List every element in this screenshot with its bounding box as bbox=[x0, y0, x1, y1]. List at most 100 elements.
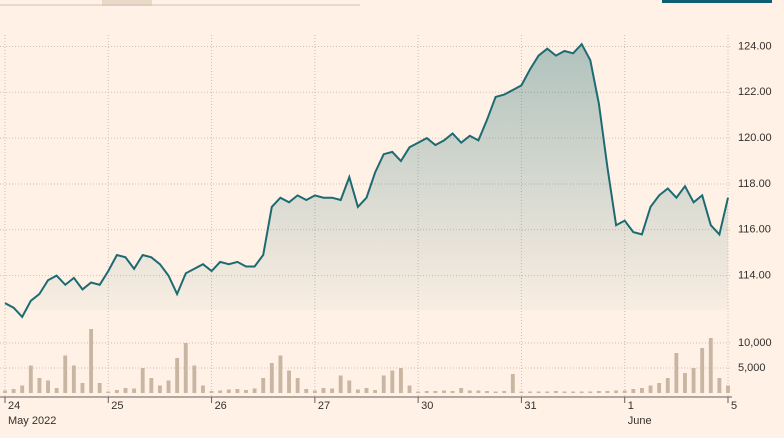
volume-bar bbox=[536, 391, 541, 393]
volume-bar bbox=[330, 388, 335, 393]
volume-bar bbox=[596, 391, 601, 393]
volume-bar bbox=[3, 390, 7, 393]
y-tick-label: 10,000 bbox=[738, 337, 772, 349]
volume-bar bbox=[493, 391, 498, 393]
volume-bar bbox=[726, 385, 730, 393]
volume-bar bbox=[97, 383, 102, 393]
volume-bar bbox=[648, 385, 653, 393]
volume-bar bbox=[674, 353, 679, 393]
volume-bar bbox=[717, 378, 722, 393]
y-tick-label: 5,000 bbox=[738, 362, 766, 374]
volume-bar bbox=[132, 388, 137, 393]
volume-bar bbox=[46, 380, 50, 393]
volume-bar bbox=[708, 338, 713, 393]
volume-bar bbox=[639, 388, 644, 393]
volume-bar bbox=[235, 389, 240, 393]
volume-bar bbox=[657, 383, 662, 393]
volume-bar bbox=[347, 380, 352, 393]
volume-bar bbox=[252, 388, 257, 393]
x-tick-label: 26 bbox=[215, 400, 227, 412]
x-tick-label: 27 bbox=[318, 400, 330, 412]
volume-bar bbox=[11, 389, 16, 393]
volume-bar bbox=[700, 348, 705, 393]
volume-bar bbox=[485, 391, 489, 393]
month-label: June bbox=[628, 415, 652, 427]
month-label: May 2022 bbox=[8, 415, 56, 427]
volume-bar bbox=[510, 374, 515, 393]
volume-bar bbox=[175, 358, 180, 393]
volume-bar bbox=[149, 378, 154, 393]
volume-bar bbox=[605, 391, 610, 393]
area bbox=[5, 44, 728, 317]
volume-bar bbox=[37, 378, 42, 393]
volume-bar bbox=[683, 373, 687, 393]
volume-bar bbox=[398, 368, 403, 393]
volume-bar bbox=[28, 365, 33, 393]
volume-bar bbox=[63, 355, 68, 393]
y-tick-label: 118.00 bbox=[738, 178, 771, 190]
volume-bar bbox=[407, 385, 412, 393]
volume-bar bbox=[622, 390, 627, 393]
y-tick-label: 114.00 bbox=[738, 270, 771, 282]
volume-bar bbox=[579, 391, 584, 393]
volume-bar bbox=[691, 368, 696, 393]
volume-bar bbox=[201, 385, 205, 393]
volume-bar bbox=[106, 391, 111, 393]
volume-bar bbox=[304, 389, 309, 393]
volume-bar bbox=[321, 388, 326, 393]
volume-bar bbox=[390, 370, 395, 393]
volume-bar bbox=[459, 388, 464, 393]
y-tick-label: 124.00 bbox=[738, 40, 772, 52]
volume-bar bbox=[157, 385, 162, 393]
volume-bar bbox=[519, 391, 524, 393]
volume-bar bbox=[553, 391, 558, 393]
volume-bar bbox=[588, 391, 593, 393]
x-tick-label: 30 bbox=[421, 400, 433, 412]
volume-bar bbox=[287, 370, 291, 393]
volume-bar bbox=[424, 391, 429, 393]
volume-bar bbox=[355, 389, 360, 393]
volume-bar bbox=[373, 390, 378, 393]
x-tick-label: 5 bbox=[731, 400, 737, 412]
volume-bar bbox=[183, 343, 188, 393]
volume-bar bbox=[338, 375, 343, 393]
button[interactable] bbox=[662, 0, 772, 3]
volume-bar bbox=[416, 391, 421, 393]
tab[interactable] bbox=[102, 0, 152, 6]
volume-bar bbox=[571, 391, 576, 393]
volume-bar bbox=[562, 391, 567, 393]
volume-bar bbox=[665, 378, 670, 393]
volume-bar bbox=[89, 329, 94, 393]
y-tick-label: 116.00 bbox=[738, 224, 771, 236]
x-tick-label: 31 bbox=[524, 400, 536, 412]
volume-bar bbox=[364, 388, 369, 393]
volume-bar bbox=[123, 388, 128, 393]
volume-bar bbox=[433, 391, 438, 393]
volume-bar bbox=[442, 390, 446, 393]
volume-bar bbox=[528, 391, 532, 393]
volume-bar bbox=[166, 380, 171, 393]
volume-bar bbox=[80, 383, 85, 393]
x-tick-label: 1 bbox=[628, 400, 634, 412]
volume-bar bbox=[278, 355, 283, 393]
volume-bar bbox=[614, 390, 619, 393]
volume-bar bbox=[261, 378, 266, 393]
x-tick-label: 25 bbox=[111, 400, 123, 412]
price-line bbox=[4, 42, 729, 319]
volume-bar bbox=[295, 378, 300, 393]
x-tick-label: 24 bbox=[8, 400, 20, 412]
volume-bar bbox=[54, 388, 59, 393]
volume-bar bbox=[381, 375, 386, 393]
volume-bar bbox=[209, 391, 214, 393]
volume-bar bbox=[20, 385, 25, 393]
volume-bar bbox=[114, 390, 119, 393]
volume-bar bbox=[545, 391, 550, 393]
volume-bar bbox=[226, 389, 231, 393]
volume-bar bbox=[631, 389, 636, 393]
volume-bar bbox=[71, 365, 76, 393]
y-tick-label: 122.00 bbox=[738, 86, 772, 98]
volume-bar bbox=[192, 365, 197, 393]
volume-bar bbox=[450, 391, 455, 393]
volume-bar bbox=[140, 368, 145, 393]
